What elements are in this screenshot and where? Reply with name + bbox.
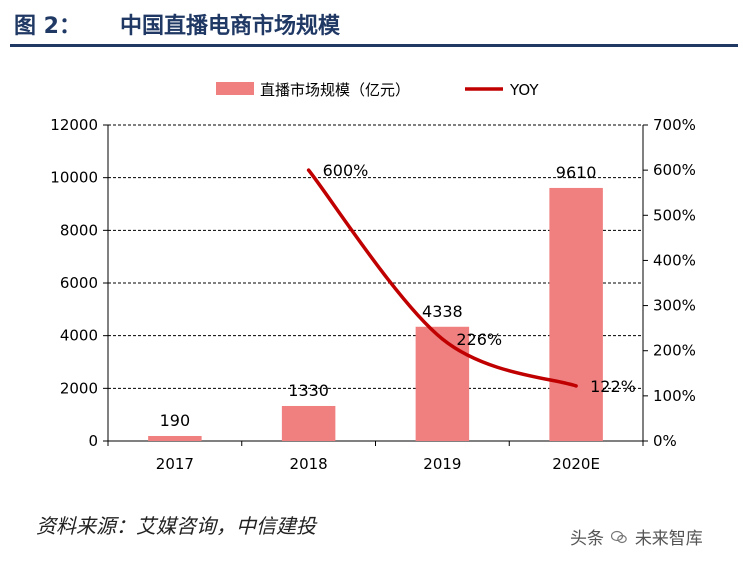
- x-tick-label: 2019: [423, 455, 461, 473]
- y-right-tick-label: 700%: [653, 116, 696, 134]
- yoy-value-label: 600%: [323, 161, 369, 180]
- figure-label: 图 2：: [14, 14, 81, 39]
- bar: [549, 187, 603, 441]
- y-left-tick-label: 2000: [60, 379, 98, 397]
- y-left-tick-label: 6000: [60, 274, 98, 292]
- yoy-value-label: 122%: [590, 377, 636, 396]
- legend: 直播市场规模（亿元） YOY: [216, 81, 539, 99]
- yoy-point: [307, 168, 311, 172]
- bar-series: [148, 187, 603, 441]
- x-tick-label: 2020E: [552, 455, 600, 473]
- y-right-tick-label: 0%: [653, 432, 677, 450]
- y-left-tick-label: 10000: [50, 169, 98, 187]
- yoy-value-label: 226%: [456, 330, 502, 349]
- watermark: 头条 未来智库: [570, 524, 703, 549]
- y-right-tick-label: 200%: [653, 342, 696, 360]
- y-left-tick-label: 8000: [60, 221, 98, 239]
- y-right-tick-label: 100%: [653, 387, 696, 405]
- axes: 0 2000 4000 6000 8000 10000 12000 0% 100% 200% 300…: [50, 116, 696, 473]
- x-tick-label: 2017: [156, 455, 194, 473]
- y-right-tick-label: 500%: [653, 206, 696, 224]
- yoy-point: [574, 384, 578, 388]
- y-right-tick-label: 300%: [653, 297, 696, 315]
- watermark-name: 未来智库: [634, 529, 703, 549]
- wechat-icon: [611, 529, 628, 549]
- figure-header: 图 2： 中国直播电商市场规模: [0, 0, 743, 48]
- yoy-point: [440, 337, 444, 341]
- x-tick-label: 2018: [290, 455, 328, 473]
- y-right-tick-label: 600%: [653, 161, 696, 179]
- bar-value-label: 1330: [288, 381, 329, 400]
- legend-label-line: YOY: [509, 81, 539, 99]
- legend-swatch-bar: [216, 82, 254, 95]
- watermark-prefix: 头条: [570, 529, 604, 549]
- bar-value-label: 4338: [422, 302, 463, 321]
- y-right-tick-label: 400%: [653, 251, 696, 269]
- source-note: 资料来源：艾媒咨询，中信建投: [36, 514, 316, 538]
- data-labels: 190 1330 4338 9610 600% 226% 122%: [160, 161, 636, 430]
- chart: 0 2000 4000 6000 8000 10000 12000 0% 100% 200% 300…: [50, 81, 696, 473]
- title-rule: [10, 44, 738, 47]
- bar: [281, 405, 336, 441]
- figure-title: 中国直播电商市场规模: [120, 14, 341, 39]
- y-left-tick-label: 12000: [50, 116, 98, 134]
- bar: [415, 326, 470, 441]
- bar: [148, 435, 202, 441]
- bar-value-label: 190: [160, 411, 191, 430]
- y-left-tick-label: 0: [88, 432, 98, 450]
- line-series: [306, 168, 578, 388]
- y-left-tick-label: 4000: [60, 327, 98, 345]
- bar-value-label: 9610: [556, 163, 597, 182]
- legend-label-bar: 直播市场规模（亿元）: [260, 81, 410, 99]
